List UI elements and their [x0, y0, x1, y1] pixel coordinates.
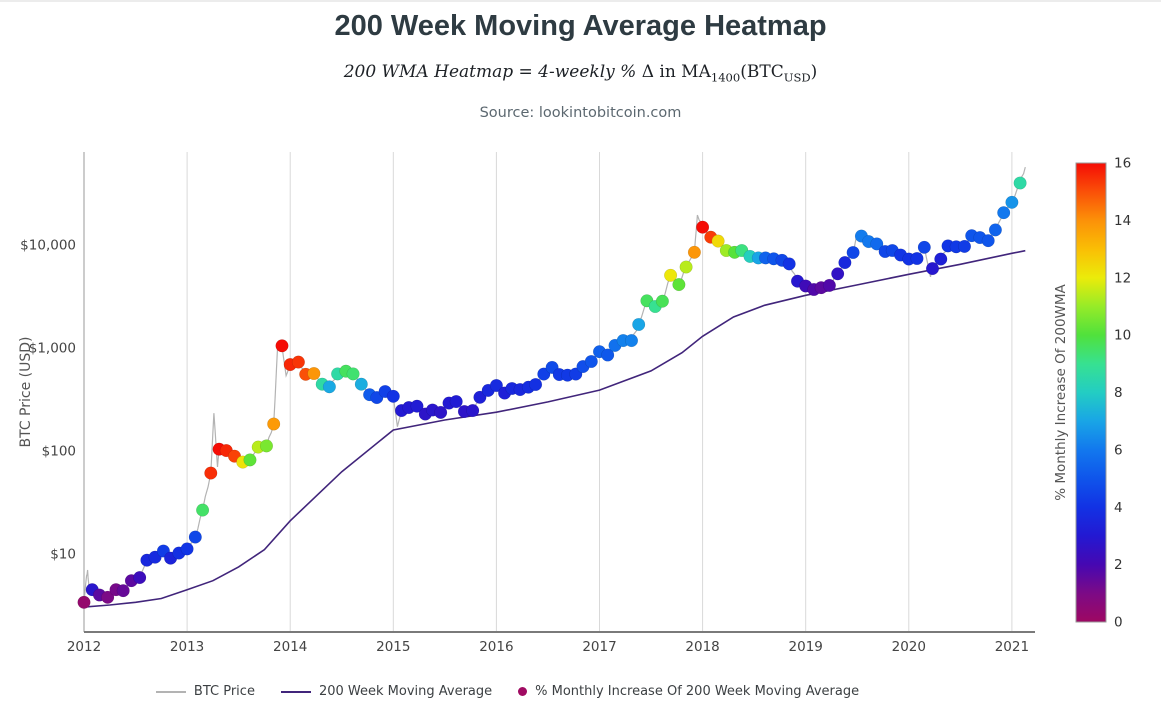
y-axis-title: BTC Price (USD) [18, 336, 34, 447]
heatmap-dot [386, 389, 400, 403]
heatmap-dot [322, 380, 336, 394]
heatmap-dot [243, 453, 257, 467]
heatmap-dot [679, 260, 693, 274]
heatmap-dot [870, 237, 884, 251]
heatmap-dot [934, 252, 948, 266]
heatmap-dot [449, 395, 463, 409]
colorbar-tick-label: 14 [1114, 213, 1131, 229]
heatmap-dot [632, 317, 646, 332]
chart-canvas[interactable]: 2012 2013 2014 2015 2016 2017 2018 2019 2020 2021… [0, 2, 1161, 674]
heatmap-dot [997, 206, 1011, 220]
heatmap-dot [988, 223, 1002, 237]
heatmap-dot [822, 278, 836, 292]
x-tick-label: 2021 [995, 639, 1029, 655]
colorbar: 0 2 4 6 8 10 12 14 16 % Monthly Increase Of 200WM… [1053, 156, 1131, 631]
colorbar-tick-label: 0 [1114, 615, 1123, 631]
x-tick-label: 2013 [170, 639, 204, 655]
heatmap-dot [291, 355, 305, 369]
heatmap-dot [434, 405, 448, 419]
heatmap-dot [1013, 176, 1027, 190]
heatmap-dot [259, 439, 274, 453]
heatmap-dot [116, 584, 130, 598]
heatmap-dot [838, 256, 852, 270]
legend-item-monthly-increase[interactable]: % Monthly Increase Of 200 Week Moving Av… [518, 684, 859, 699]
heatmap-dot-swatch [518, 687, 528, 696]
gridlines [186, 152, 1013, 632]
heatmap-dot [957, 239, 972, 253]
colorbar-tick-label: 4 [1114, 500, 1123, 516]
colorbar-tick-label: 8 [1114, 385, 1123, 401]
heatmap-dot [664, 268, 678, 282]
heatmap-dot [101, 590, 115, 604]
heatmap-dot [196, 503, 210, 517]
y-tick-label: $1,000 [29, 341, 76, 357]
btc-price-line [83, 166, 1026, 603]
heatmap-dot [624, 334, 639, 348]
wma-line [83, 249, 1026, 608]
heatmap-dot [687, 245, 701, 259]
heatmap-dot [711, 234, 725, 248]
legend-item-btc-price[interactable]: BTC Price [155, 684, 255, 699]
heatmap-dot [473, 390, 487, 404]
heatmap-dot [489, 378, 503, 393]
x-tick-label: 2016 [479, 639, 513, 655]
y-tick-label: $10,000 [20, 238, 76, 254]
heatmap-dot [1005, 195, 1019, 209]
x-tick-label: 2017 [582, 639, 616, 655]
legend-item-200wma[interactable]: 200 Week Moving Average [280, 684, 493, 699]
legend-label: BTC Price [193, 684, 255, 699]
colorbar-tick-label: 6 [1114, 442, 1123, 458]
legend-label: % Monthly Increase Of 200 Week Moving Av… [535, 684, 860, 699]
legend-label: 200 Week Moving Average [318, 684, 493, 699]
heatmap-dot [466, 404, 480, 418]
y-tick-label: $100 [42, 444, 76, 460]
chart-subtitle-formula: 200 WMA Heatmap = 4-weekly % Δ in MA1400… [343, 62, 818, 85]
btc-price-line-swatch [155, 690, 186, 693]
heatmap-dot [307, 366, 321, 381]
heatmap-dot [410, 399, 424, 413]
wma-line-swatch [280, 690, 311, 693]
colorbar-tick-label: 10 [1114, 328, 1131, 344]
heatmap-dot [77, 595, 91, 609]
heatmap-dot [696, 220, 710, 234]
heatmap-dot [275, 339, 289, 353]
heatmap-dot [180, 542, 194, 556]
heatmap-dot [831, 267, 845, 281]
x-tick-label: 2020 [892, 639, 926, 655]
heatmap-dot [529, 377, 543, 392]
heatmap-dots [77, 176, 1027, 609]
heatmap-dot [354, 377, 368, 391]
heatmap-dot [204, 466, 218, 480]
page-title: 200 Week Moving Average Heatmap [334, 10, 827, 42]
x-tick-label: 2015 [376, 639, 410, 655]
heatmap-dot [655, 294, 669, 308]
colorbar-tick-label: 2 [1114, 557, 1123, 573]
colorbar-tick-label: 12 [1114, 270, 1131, 286]
source-text: Source: lookintobitcoin.com [479, 105, 682, 121]
heatmap-dot [346, 367, 360, 381]
heatmap-dot [133, 571, 147, 585]
colorbar-gradient [1075, 162, 1107, 623]
heatmap-dot [910, 251, 924, 266]
heatmap-dot [925, 262, 940, 276]
x-tick-label: 2019 [789, 639, 823, 655]
colorbar-title: % Monthly Increase Of 200WMA [1053, 283, 1069, 500]
heatmap-dot [267, 417, 281, 431]
x-tick-label: 2012 [67, 639, 101, 655]
colorbar-tick-label: 16 [1114, 156, 1131, 172]
heatmap-dot [584, 354, 598, 369]
heatmap-dot [782, 257, 796, 271]
heatmap-dot [601, 348, 615, 362]
x-tick-label: 2018 [685, 639, 719, 655]
x-tick-label: 2014 [273, 639, 307, 655]
chart-legend: BTC Price 200 Week Moving Average % Mont… [0, 684, 1015, 699]
heatmap-dot [846, 245, 860, 260]
y-tick-label: $10 [50, 547, 76, 563]
heatmap-dot [917, 240, 931, 254]
heatmap-dot [672, 278, 686, 292]
heatmap-dot [981, 234, 995, 248]
heatmap-dot [188, 530, 202, 544]
